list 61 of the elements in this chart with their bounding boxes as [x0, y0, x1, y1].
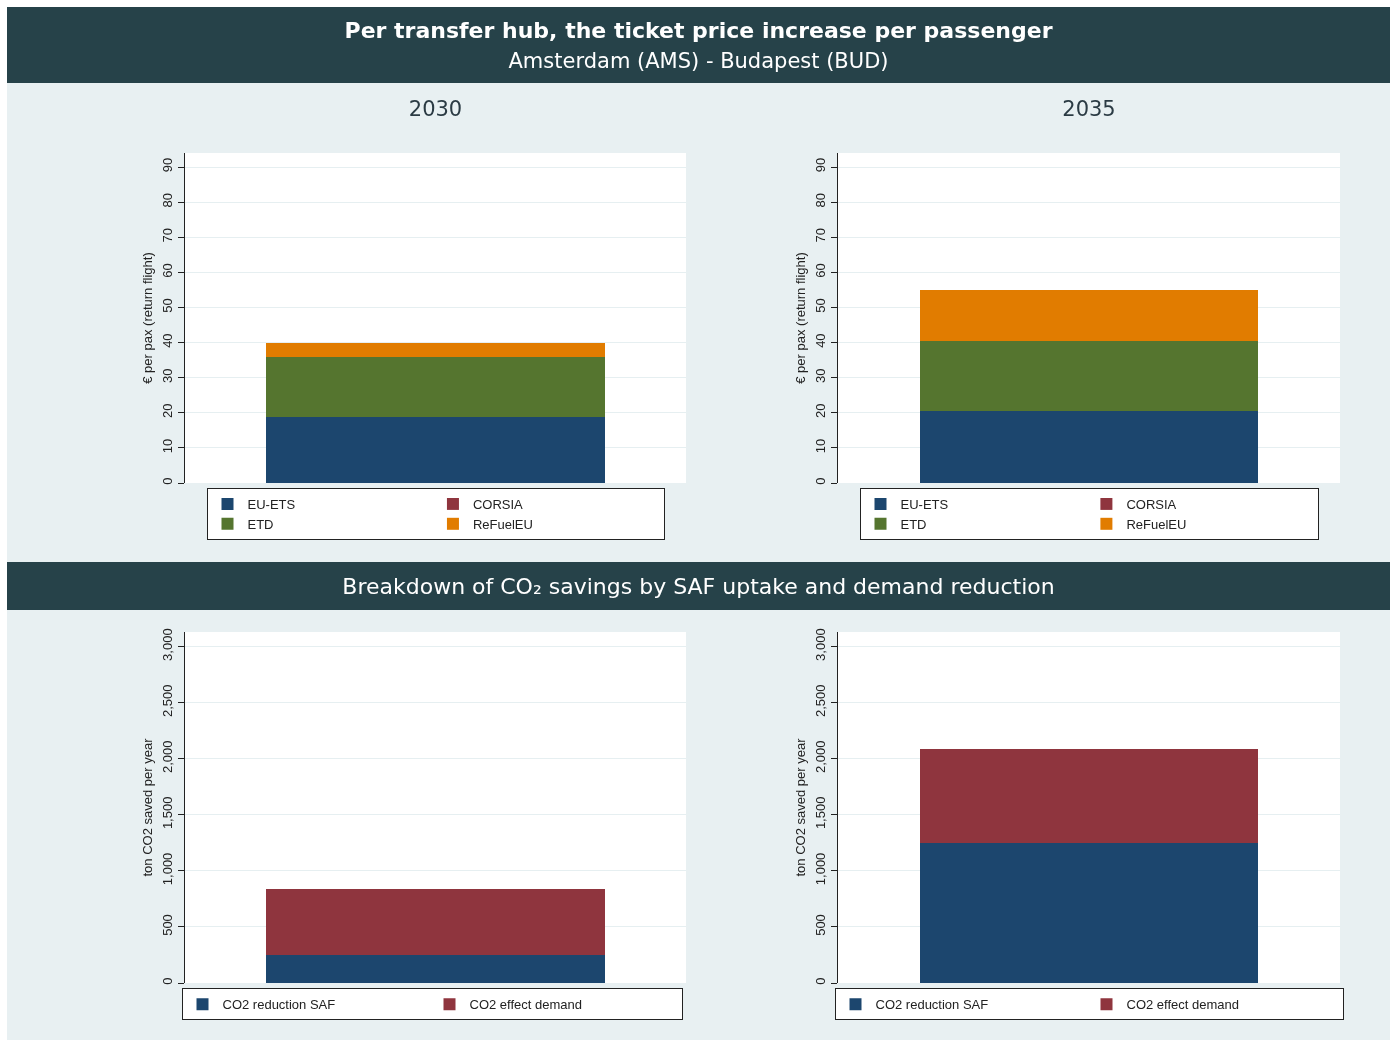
y-tick-label: 500 — [160, 914, 176, 936]
legend-label: ETD — [247, 516, 274, 532]
bar — [919, 340, 1259, 412]
y-tick-label: 40 — [813, 333, 829, 348]
bar — [919, 411, 1259, 483]
text: Amsterdam (AMS) - Budapest (BUD) — [507, 48, 890, 73]
legend-label: CORSIA — [1126, 496, 1177, 512]
y-axis-title: ton CO2 saved per year — [140, 737, 156, 877]
y-tick-label: 500 — [813, 914, 829, 936]
y-tick-label: 0 — [813, 977, 829, 985]
chart-title: 2035 — [1062, 97, 1116, 122]
y-tick-label: 0 — [160, 977, 176, 985]
y-tick-label: 10 — [160, 438, 176, 454]
y-tick-label: 1,000 — [160, 852, 176, 886]
legend-label: ReFuelEU — [1126, 516, 1187, 532]
y-tick-label: 60 — [160, 263, 176, 278]
bar — [266, 417, 605, 483]
y-tick-label: 30 — [160, 368, 176, 383]
y-tick-label: 0 — [160, 477, 176, 485]
y-axis-title: € per pax (return flight) — [140, 252, 156, 384]
y-tick-label: 1,000 — [813, 852, 829, 886]
bar — [919, 290, 1259, 341]
y-tick-label: 1,500 — [160, 796, 176, 830]
y-tick-label: 2,000 — [160, 740, 176, 774]
legend-label: CO2 reduction SAF — [222, 997, 336, 1013]
bar — [266, 357, 605, 418]
legend-label: CORSIA — [472, 496, 524, 512]
legend-label: CO2 reduction SAF — [875, 997, 989, 1013]
legend-label: EU-ETS — [247, 496, 296, 512]
y-tick-label: 80 — [813, 192, 829, 208]
y-tick-label: 50 — [813, 298, 829, 313]
legend-label: CO2 effect demand — [1126, 997, 1239, 1013]
y-tick-label: 20 — [160, 403, 176, 419]
legend-label: CO2 effect demand — [469, 997, 582, 1013]
y-tick-label: 90 — [813, 157, 829, 173]
y-tick-label: 70 — [160, 228, 176, 243]
y-tick-label: 40 — [160, 333, 176, 348]
y-axis-title: € per pax (return flight) — [793, 252, 809, 384]
y-tick-label: 20 — [813, 403, 829, 419]
text: Breakdown of CO₂ savings by SAF uptake and demand reduction — [341, 573, 1056, 599]
y-tick-label: 80 — [160, 192, 176, 208]
y-tick-label: 3,000 — [813, 628, 829, 661]
legend-label: ReFuelEU — [472, 516, 533, 532]
y-tick-label: 0 — [813, 477, 829, 485]
y-tick-label: 70 — [813, 228, 829, 243]
y-tick-label: 90 — [160, 157, 176, 173]
y-tick-label: 50 — [160, 298, 176, 313]
legend-label: EU-ETS — [900, 496, 949, 512]
y-tick-label: 1,500 — [813, 796, 829, 830]
chart-title: 2030 — [408, 97, 463, 122]
y-tick-label: 10 — [813, 438, 829, 454]
y-axis-title: ton CO2 saved per year — [793, 737, 809, 877]
y-tick-label: 2,500 — [160, 684, 176, 717]
y-tick-label: 2,000 — [813, 740, 829, 774]
bar — [266, 342, 605, 358]
y-tick-label: 3,000 — [160, 628, 176, 661]
legend-label: ETD — [900, 516, 927, 532]
y-tick-label: 60 — [813, 263, 829, 278]
y-tick-label: 30 — [813, 368, 829, 383]
y-tick-label: 2,500 — [813, 684, 829, 717]
text: Per transfer hub, the ticket price increase per passenger — [343, 17, 1054, 43]
